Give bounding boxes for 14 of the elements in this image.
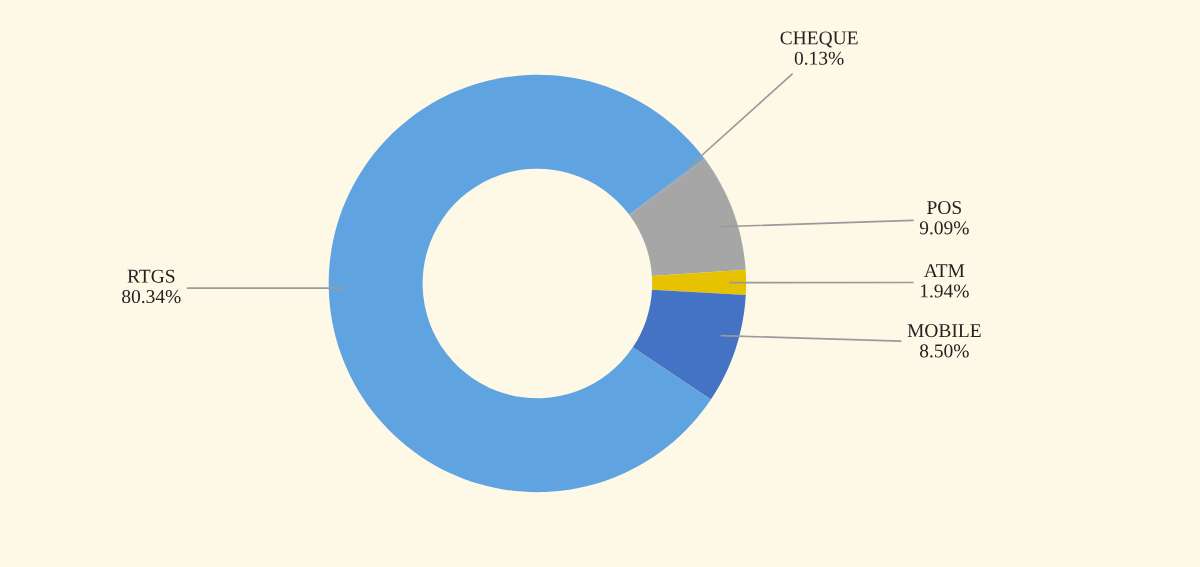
slice-label: ATM (924, 264, 965, 277)
data-label: 80.34% (122, 289, 181, 304)
data-label: 8.50% (919, 344, 969, 358)
donut-slice (632, 289, 746, 400)
donut-slice (629, 157, 706, 216)
donut-slice (651, 269, 747, 296)
slice-label: MOBILE (907, 324, 981, 338)
slice-label: POS (927, 201, 961, 215)
donut-slice (328, 74, 711, 493)
slice-label: CHEQUE (780, 31, 858, 48)
slice-label: RTGS (127, 269, 175, 283)
data-label: 1.94% (920, 284, 969, 298)
data-label: 9.09% (919, 221, 969, 235)
data-label: 0.13% (794, 51, 844, 65)
